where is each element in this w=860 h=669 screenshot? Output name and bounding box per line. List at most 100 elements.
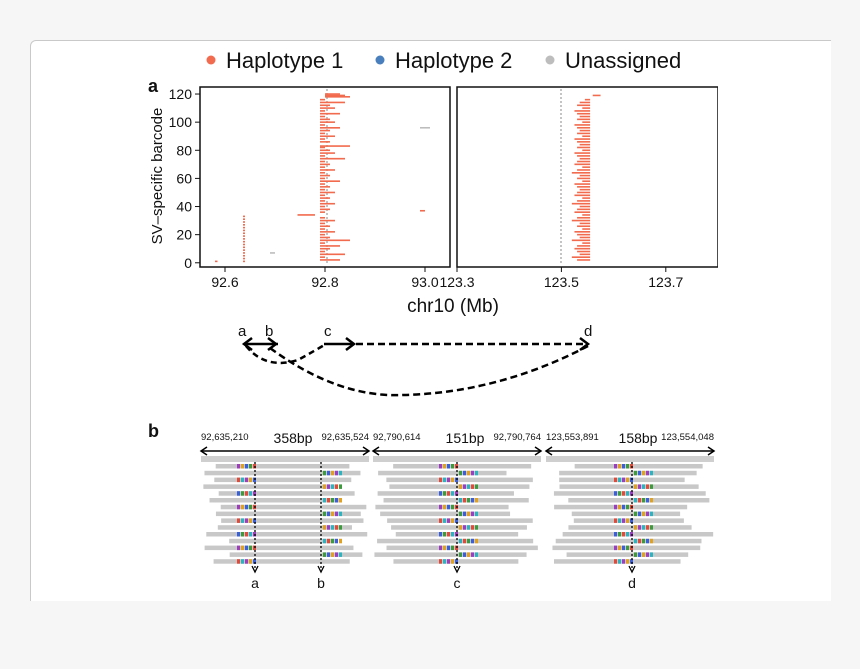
igv-mismatch-base	[618, 559, 621, 564]
igv-mismatch-base	[447, 504, 450, 510]
igv-mismatch-base	[237, 504, 240, 510]
igv-mismatch-base	[626, 545, 629, 551]
igv-mismatch-base	[335, 484, 338, 489]
sv-node-d: d	[584, 323, 592, 340]
legend-label-haplotype-2: Haplotype 2	[395, 48, 512, 73]
igv-mismatch-base	[327, 498, 330, 503]
igv-read	[209, 498, 342, 503]
igv-coverage-track	[546, 456, 714, 462]
igv-mismatch-base	[335, 525, 338, 530]
igv-span-arrow-left	[199, 446, 208, 456]
igv-mismatch-base	[323, 552, 326, 557]
igv-read	[566, 552, 689, 557]
igv-mismatch-base	[241, 545, 244, 551]
igv-left-coordinate: 92,790,614	[373, 432, 421, 443]
igv-mismatch-base	[614, 504, 617, 510]
igv-span-arrow-left	[544, 446, 553, 456]
igv-mismatch-base	[638, 498, 641, 503]
igv-read	[215, 464, 350, 469]
igv-mismatch-base	[451, 477, 454, 483]
y-tick-label: 80	[176, 142, 192, 158]
igv-mismatch-base	[459, 470, 462, 476]
igv-mismatch-base	[237, 545, 240, 551]
igv-mismatch-base	[614, 545, 617, 551]
igv-panels: 92,635,210 92,635,524 358bp 92,790,614 92,79…	[199, 430, 716, 591]
sv-node-a: a	[238, 323, 247, 340]
igv-mismatch-base	[439, 491, 442, 496]
igv-mismatch-base	[249, 559, 252, 564]
igv-mismatch-base	[331, 484, 334, 489]
igv-mismatch-base	[475, 538, 478, 544]
x-tick-label: 123.3	[439, 274, 474, 290]
igv-mismatch-base	[439, 559, 442, 564]
igv-breakpoint-label: b	[317, 575, 325, 591]
igv-breakpoint-d: d	[628, 462, 636, 591]
igv-mismatch-base	[443, 477, 446, 483]
igv-read	[203, 484, 339, 489]
sv-node-c: c	[324, 323, 332, 340]
igv-mismatch-base	[638, 538, 641, 544]
igv-mismatch-base	[443, 532, 446, 537]
igv-mismatch-base	[475, 498, 478, 503]
igv-mismatch-base	[463, 470, 466, 476]
igv-right-coordinate: 92,635,524	[321, 432, 369, 443]
igv-mismatch-base	[471, 511, 474, 517]
igv-mismatch-base	[323, 498, 326, 503]
igv-mismatch-base	[630, 559, 633, 564]
igv-mismatch-base	[331, 511, 334, 517]
igv-mismatch-base	[339, 511, 342, 517]
legend-label-unassigned: Unassigned	[565, 48, 681, 73]
igv-mismatch-base	[618, 477, 621, 483]
igv-read	[229, 552, 363, 557]
igv-mismatch-base	[241, 532, 244, 537]
igv-read	[574, 464, 703, 469]
igv-mismatch-base	[245, 518, 248, 523]
igv-span-size: 358bp	[274, 430, 313, 446]
igv-read	[559, 470, 697, 476]
igv-read	[204, 545, 354, 551]
igv-mismatch-base	[245, 545, 248, 551]
igv-read	[559, 477, 685, 483]
igv-mismatch-base	[339, 525, 342, 530]
igv-mismatch-base	[642, 470, 645, 476]
igv-mismatch-base	[471, 538, 474, 544]
igv-mismatch-base	[646, 538, 649, 544]
igv-mismatch-base	[630, 518, 633, 523]
igv-mismatch-base	[475, 484, 478, 489]
igv-mismatch-base	[451, 532, 454, 537]
igv-left-coordinate: 123,553,891	[546, 432, 599, 443]
igv-read	[562, 532, 714, 537]
igv-mismatch-base	[463, 484, 466, 489]
igv-mismatch-base	[447, 532, 450, 537]
igv-mismatch-base	[475, 470, 478, 476]
igv-mismatch-base	[614, 477, 617, 483]
igv-mismatch-base	[443, 518, 446, 523]
igv-mismatch-base	[237, 491, 240, 496]
igv-mismatch-base	[614, 518, 617, 523]
igv-mismatch-base	[634, 525, 637, 530]
igv-mismatch-base	[463, 498, 466, 503]
igv-mismatch-base	[451, 464, 454, 469]
igv-mismatch-base	[439, 477, 442, 483]
panel-label-a: a	[148, 76, 159, 96]
igv-mismatch-base	[241, 518, 244, 523]
igv-read	[386, 477, 533, 483]
igv-read	[220, 504, 367, 510]
igv-mismatch-base	[339, 498, 342, 503]
igv-read	[386, 545, 538, 551]
igv-mismatch-base	[447, 464, 450, 469]
igv-mismatch-base	[467, 498, 470, 503]
igv-read	[221, 518, 364, 523]
igv-mismatch-base	[335, 511, 338, 517]
igv-mismatch-base	[249, 518, 252, 523]
igv-mismatch-base	[253, 518, 256, 523]
igv-panel-1: 92,635,210 92,635,524 358bp	[199, 430, 371, 564]
igv-mismatch-base	[467, 511, 470, 517]
x-axis-label: chr10 (Mb)	[407, 296, 499, 317]
igv-mismatch-base	[323, 511, 326, 517]
igv-mismatch-base	[443, 504, 446, 510]
igv-mismatch-base	[618, 464, 621, 469]
igv-mismatch-base	[241, 464, 244, 469]
igv-mismatch-base	[634, 470, 637, 476]
legend-marker-haplotype-1	[206, 55, 216, 65]
